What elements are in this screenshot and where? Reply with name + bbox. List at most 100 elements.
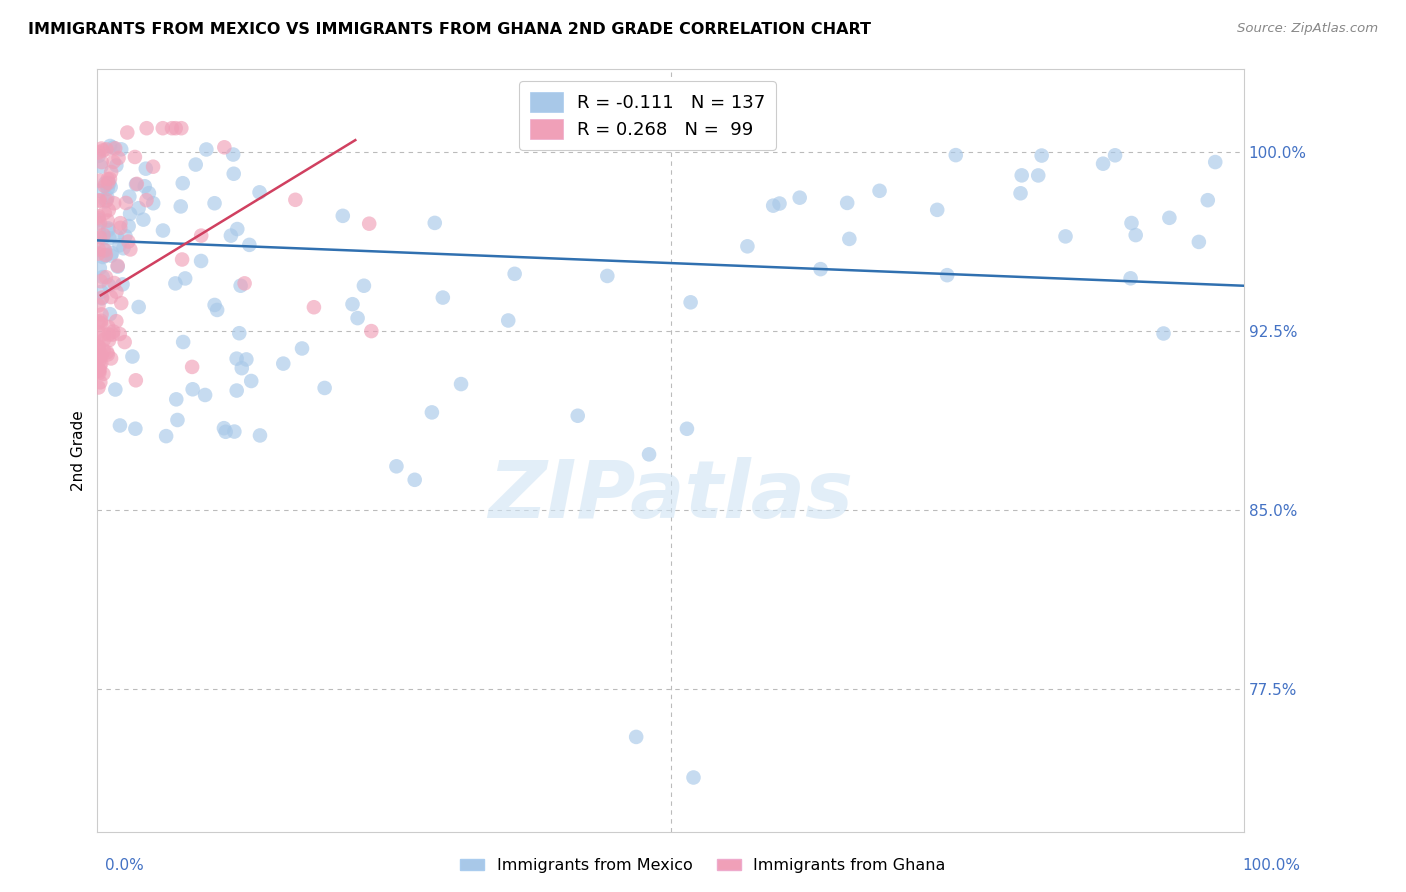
Point xyxy=(89,366,111,380)
Point xyxy=(98,231,121,245)
Point xyxy=(166,413,188,427)
Point xyxy=(212,421,235,435)
Point xyxy=(108,238,131,252)
Point xyxy=(111,277,134,292)
Point xyxy=(105,158,128,172)
Point xyxy=(810,262,832,277)
Point xyxy=(101,140,124,154)
Point xyxy=(110,216,132,230)
Point xyxy=(90,291,112,305)
Point xyxy=(91,270,114,285)
Text: 0.0%: 0.0% xyxy=(105,858,145,873)
Point xyxy=(94,206,117,220)
Point xyxy=(135,161,157,176)
Y-axis label: 2nd Grade: 2nd Grade xyxy=(72,410,86,491)
Point xyxy=(1121,216,1143,230)
Point xyxy=(89,230,111,244)
Point xyxy=(98,307,121,321)
Point xyxy=(142,160,165,174)
Point xyxy=(1204,155,1226,169)
Point xyxy=(90,285,112,299)
Point xyxy=(108,326,131,341)
Point xyxy=(87,338,110,352)
Point xyxy=(165,392,187,407)
Point xyxy=(194,388,217,402)
Point xyxy=(93,243,115,257)
Point xyxy=(172,334,194,349)
Point xyxy=(132,212,155,227)
Point xyxy=(152,121,174,136)
Point xyxy=(107,260,129,274)
Point xyxy=(224,425,246,439)
Point xyxy=(91,327,114,342)
Point xyxy=(98,171,121,186)
Point xyxy=(91,290,114,304)
Point xyxy=(165,277,187,291)
Point xyxy=(87,211,110,226)
Point xyxy=(155,429,177,443)
Point xyxy=(100,249,122,263)
Point xyxy=(170,121,193,136)
Point xyxy=(87,341,110,355)
Point xyxy=(420,405,443,419)
Point xyxy=(93,179,115,194)
Point xyxy=(118,189,141,203)
Point xyxy=(249,428,271,442)
Point xyxy=(233,277,256,291)
Point xyxy=(96,190,118,204)
Point xyxy=(789,191,811,205)
Point xyxy=(1011,169,1033,183)
Point xyxy=(945,148,967,162)
Point xyxy=(205,302,228,317)
Point xyxy=(676,422,699,436)
Point xyxy=(117,219,139,233)
Point xyxy=(567,409,589,423)
Point xyxy=(97,172,120,186)
Point xyxy=(134,179,156,194)
Point xyxy=(87,364,110,378)
Point xyxy=(97,203,120,218)
Point xyxy=(342,297,364,311)
Point xyxy=(103,154,125,169)
Point xyxy=(97,182,120,196)
Point xyxy=(93,367,115,381)
Point xyxy=(89,350,111,364)
Point xyxy=(89,350,111,364)
Point xyxy=(249,186,271,200)
Point xyxy=(215,425,238,439)
Point xyxy=(94,194,117,209)
Text: 100.0%: 100.0% xyxy=(1243,858,1301,873)
Point xyxy=(97,213,120,227)
Point xyxy=(135,193,157,207)
Point xyxy=(107,259,129,273)
Point xyxy=(346,311,368,326)
Point xyxy=(90,307,112,321)
Point xyxy=(385,459,408,474)
Point xyxy=(1104,148,1126,162)
Point xyxy=(450,377,472,392)
Point xyxy=(105,229,128,244)
Point xyxy=(174,271,197,285)
Point xyxy=(238,238,260,252)
Point xyxy=(104,383,127,397)
Point xyxy=(93,343,115,358)
Point xyxy=(101,327,124,342)
Point xyxy=(104,141,127,155)
Point xyxy=(152,223,174,237)
Point xyxy=(1159,211,1181,225)
Point xyxy=(302,300,325,314)
Point xyxy=(1026,169,1049,183)
Point xyxy=(219,228,242,243)
Point xyxy=(838,232,860,246)
Point xyxy=(97,223,120,237)
Point xyxy=(94,249,117,263)
Point xyxy=(105,285,128,299)
Point xyxy=(100,290,122,304)
Point xyxy=(1031,148,1053,162)
Point xyxy=(125,373,148,387)
Point xyxy=(240,374,263,388)
Point xyxy=(737,239,759,253)
Point xyxy=(190,228,212,243)
Point xyxy=(120,207,142,221)
Point xyxy=(89,216,111,230)
